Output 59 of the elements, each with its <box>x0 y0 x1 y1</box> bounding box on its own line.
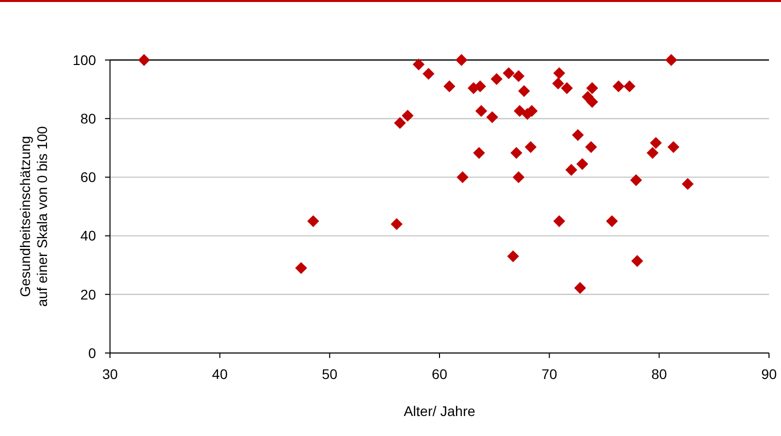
point <box>682 178 694 190</box>
point <box>565 164 578 176</box>
y-tick-label: 60 <box>80 169 96 186</box>
point <box>631 255 644 267</box>
point <box>443 80 456 92</box>
y-axis-title: Gesundheitseinschätzung auf einer Skala von 0 bis 100 <box>17 126 50 307</box>
point <box>606 215 618 228</box>
point <box>510 146 522 159</box>
point <box>630 174 642 186</box>
point <box>560 82 573 94</box>
point <box>295 262 308 274</box>
x-tick-label: 70 <box>542 366 558 382</box>
y-tick-label: 0 <box>88 344 96 361</box>
y-tick-label: 40 <box>80 228 96 244</box>
point <box>475 105 488 117</box>
point <box>586 96 598 108</box>
point <box>665 54 678 66</box>
point <box>552 78 564 90</box>
point <box>138 54 150 66</box>
point <box>574 282 586 294</box>
point <box>502 67 515 80</box>
y-tick-label: 20 <box>80 286 96 302</box>
x-tick-label: 40 <box>212 366 228 382</box>
point <box>586 82 598 94</box>
y-tick-label: 100 <box>72 52 96 68</box>
point <box>518 85 530 97</box>
point <box>585 141 598 153</box>
point <box>456 54 468 66</box>
point <box>650 136 662 149</box>
point <box>524 141 537 153</box>
point <box>612 80 624 92</box>
point <box>624 80 636 92</box>
x-tick-label: 90 <box>761 366 777 382</box>
point <box>572 129 584 141</box>
point <box>456 171 469 184</box>
point <box>512 70 525 82</box>
x-tick-label: 50 <box>322 366 338 382</box>
point <box>646 146 659 159</box>
point <box>507 250 520 262</box>
x-tick-label: 80 <box>651 366 668 382</box>
point <box>486 111 498 124</box>
point <box>412 58 425 70</box>
point <box>307 215 320 228</box>
y-tick-label: 80 <box>80 110 96 126</box>
point <box>402 110 414 122</box>
point <box>394 117 406 129</box>
x-tick-label: 30 <box>102 366 118 382</box>
point <box>422 68 434 80</box>
point <box>576 158 588 170</box>
x-tick-label: 60 <box>432 366 448 382</box>
point <box>473 146 485 159</box>
point <box>553 215 566 228</box>
point <box>553 67 566 80</box>
point <box>512 171 525 184</box>
x-axis-title: Alter/ Jahre <box>404 403 476 419</box>
point <box>514 105 526 117</box>
point <box>490 73 503 85</box>
point <box>390 218 403 230</box>
point <box>668 141 680 153</box>
